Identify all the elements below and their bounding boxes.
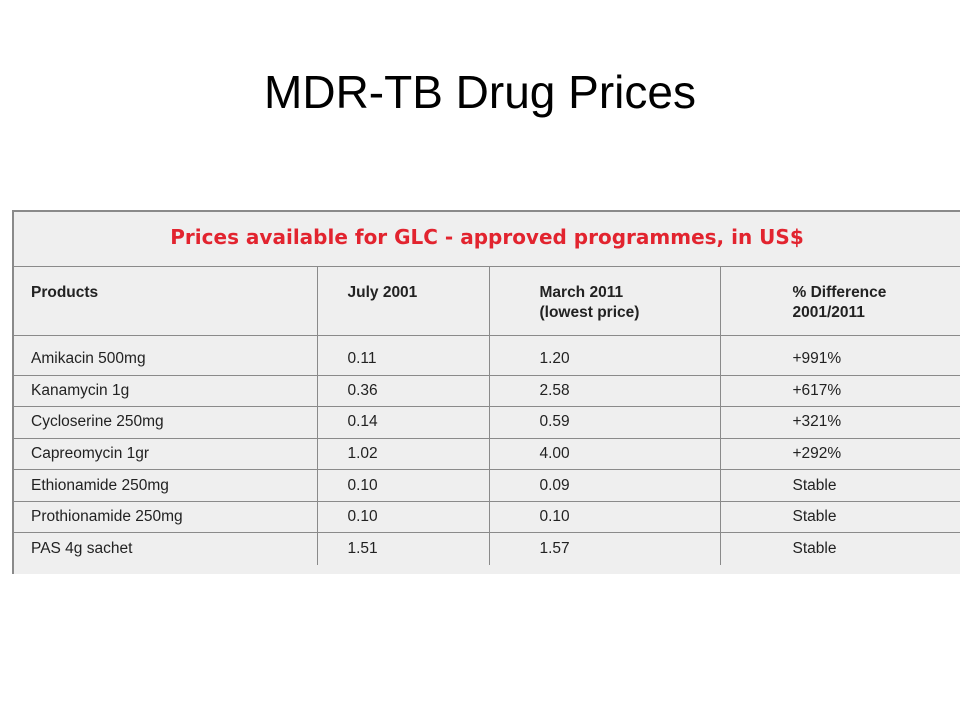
header-products: Products (14, 267, 318, 336)
cell-percent-difference: +292% (720, 438, 960, 471)
cell-march-2011: 1.57 (489, 532, 721, 565)
header-july-2001: July 2001 (317, 267, 490, 336)
header-march-2011: March 2011 (lowest price) (489, 267, 721, 336)
cell-percent-difference: +617% (720, 375, 960, 408)
cell-percent-difference: Stable (792, 540, 837, 558)
cell-march-2011: 4.00 (489, 438, 721, 471)
cell-product: Capreomycin 1gr (14, 438, 318, 471)
cell-percent-difference: +321% (720, 406, 960, 439)
header-march-2011-sublabel: (lowest price) (539, 304, 640, 321)
header-percent-difference-label: % Difference (792, 284, 887, 301)
cell-product: Ethionamide 250mg (14, 469, 318, 502)
cell-march-2011: 1.20 (489, 335, 721, 376)
table-caption: Prices available for GLC - approved prog… (14, 212, 960, 267)
header-percent-difference-sublabel: 2001/2011 (792, 304, 865, 321)
header-products-label: Products (31, 284, 99, 301)
cell-july-2001: 1.02 (317, 438, 490, 471)
cell-july-2001: 0.11 (317, 335, 490, 376)
table-row: Kanamycin 1g 0.36 2.58 +617% (14, 375, 960, 408)
table-row: Cycloserine 250mg 0.14 0.59 +321% (14, 406, 960, 439)
table-row: Prothionamide 250mg 0.10 0.10 Stable (14, 501, 960, 534)
table-row: Amikacin 500mg 0.11 1.20 +991% (14, 335, 960, 376)
table-header-row: Products July 2001 March 2011 (lowest pr… (14, 267, 960, 336)
slide-title: MDR-TB Drug Prices (264, 66, 696, 118)
cell-product: Prothionamide 250mg (14, 501, 318, 534)
cell-march-2011: 0.10 (489, 501, 721, 534)
table-row: Ethionamide 250mg 0.10 0.09 Stable (14, 469, 960, 502)
header-march-2011-label: March 2011 (539, 284, 624, 301)
cell-july-2001: 1.51 (317, 532, 490, 565)
cell-product: Kanamycin 1g (14, 375, 318, 408)
cell-july-2001: 0.10 (317, 469, 490, 502)
header-percent-difference: % Difference 2001/2011 (720, 267, 960, 336)
cell-march-2011: 2.58 (489, 375, 721, 408)
cell-product: Cycloserine 250mg (14, 406, 318, 439)
cell-march-2011: 0.59 (489, 406, 721, 439)
cell-percent-difference: +991% (720, 335, 960, 376)
cell-product: PAS 4g sachet (14, 532, 318, 565)
header-july-2001-label: July 2001 (347, 284, 418, 301)
cell-july-2001: 0.10 (317, 501, 490, 534)
cell-july-2001: 0.36 (317, 375, 490, 408)
table-row: Capreomycin 1gr 1.02 4.00 +292% (14, 438, 960, 471)
table-row: PAS 4g sachet 1.51 1.57 Stable (14, 532, 960, 565)
cell-july-2001: 0.14 (317, 406, 490, 439)
cell-product: Amikacin 500mg (14, 335, 318, 376)
cell-percent-difference: Stable (720, 469, 960, 502)
price-table: Products July 2001 March 2011 (lowest pr… (14, 267, 960, 565)
cell-percent-difference: Stable (720, 501, 960, 534)
price-table-image: Prices available for GLC - approved prog… (12, 210, 960, 574)
cell-march-2011: 0.09 (489, 469, 721, 502)
